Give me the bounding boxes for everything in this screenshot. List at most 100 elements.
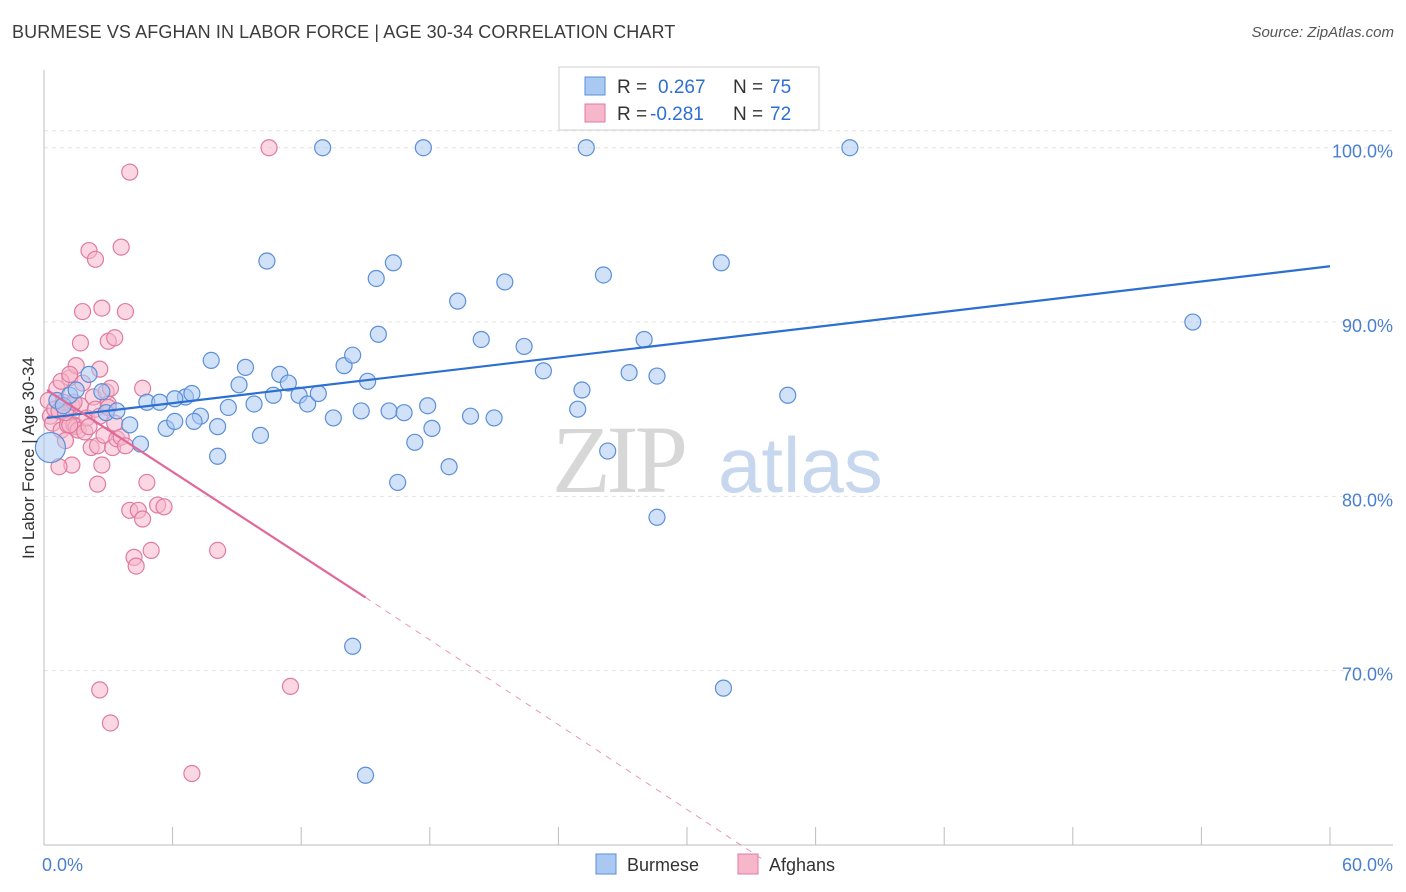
data-point (324, 409, 342, 427)
data-point (712, 254, 730, 272)
y-tick-labels: 100.0% 90.0% 80.0% 70.0% (1332, 142, 1393, 685)
data-point (80, 365, 98, 383)
bottom-legend-burmese-label: Burmese (627, 855, 699, 875)
legend: R = 0.267 N = 75 R = -0.281 N = 72 (558, 66, 820, 131)
data-point (183, 764, 201, 783)
x-tick-label-max: 60.0% (1342, 855, 1393, 875)
data-point (1184, 313, 1202, 331)
data-point (395, 404, 413, 422)
watermark-zip: ZIP (552, 406, 685, 513)
data-point (67, 381, 85, 399)
legend-burmese-r-label: R = (617, 77, 647, 98)
x-tick-label-min: 0.0% (42, 855, 83, 875)
watermark-atlas: atlas (718, 421, 883, 509)
data-point (356, 766, 375, 784)
data-point (127, 557, 145, 575)
data-point (406, 433, 424, 451)
data-point (86, 250, 105, 268)
data-point (380, 402, 398, 420)
trend-lines (46, 265, 1331, 860)
burmese-trend-line (46, 265, 1331, 420)
data-point (515, 337, 533, 356)
watermark: ZIP atlas (552, 406, 883, 513)
data-point (91, 681, 109, 699)
data-point (93, 383, 111, 401)
data-point (299, 395, 317, 413)
data-point (449, 292, 467, 310)
data-point (202, 351, 220, 369)
data-point (779, 386, 797, 404)
data-point (260, 139, 278, 157)
data-point (279, 374, 297, 392)
data-point (151, 393, 169, 411)
chart-title: BURMESE VS AFGHAN IN LABOR FORCE | AGE 3… (12, 22, 676, 42)
data-point (73, 302, 92, 321)
data-point (251, 426, 270, 444)
data-point (635, 330, 653, 349)
data-point (309, 384, 327, 403)
legend-burmese-swatch (584, 76, 606, 96)
data-point (485, 409, 503, 427)
data-point (599, 442, 617, 460)
data-point (209, 447, 227, 465)
afghans-trend-line (46, 389, 367, 599)
legend-afghans-n-value: 72 (770, 104, 791, 125)
data-point (245, 395, 263, 413)
data-point (106, 329, 124, 347)
data-point (93, 456, 111, 474)
legend-burmese-r-value: 0.267 (658, 77, 706, 98)
data-point (534, 362, 552, 380)
data-point (352, 402, 370, 420)
data-point (61, 365, 79, 383)
y-tick-label: 70.0% (1342, 665, 1393, 685)
data-point (209, 418, 227, 436)
data-point (121, 163, 139, 181)
bottom-legend-afghans-label: Afghans (769, 855, 835, 875)
data-point (101, 714, 120, 732)
afghans-points (39, 139, 300, 783)
data-point (714, 679, 733, 697)
afghans-trend-extension (365, 597, 763, 860)
y-tick-label: 100.0% (1332, 142, 1393, 162)
data-point (440, 458, 458, 476)
data-point (236, 358, 255, 376)
data-point (71, 334, 90, 352)
data-point (496, 273, 514, 291)
y-axis-title: In Labor Force | Age 30-34 (19, 357, 38, 559)
data-point (344, 637, 362, 655)
data-point (461, 407, 480, 425)
data-point (138, 473, 156, 492)
data-point (230, 376, 248, 394)
data-point (258, 252, 276, 270)
data-point (166, 412, 184, 431)
data-point (472, 330, 490, 349)
data-point (369, 325, 387, 343)
data-point (121, 416, 139, 434)
data-point (93, 299, 111, 317)
legend-afghans-r-label: R = (617, 104, 647, 125)
legend-afghans-swatch (584, 103, 606, 123)
data-point (620, 363, 638, 382)
data-point (367, 269, 385, 288)
data-point (384, 254, 402, 272)
data-point (594, 266, 613, 284)
chart-source: Source: ZipAtlas.com (1251, 24, 1394, 41)
data-point (34, 431, 67, 464)
axes (43, 70, 1393, 846)
data-point (414, 139, 432, 157)
data-point (155, 498, 173, 516)
data-point (133, 510, 152, 528)
data-point (841, 139, 859, 157)
data-point (142, 541, 160, 560)
data-point (419, 397, 437, 415)
data-point (314, 139, 332, 157)
data-point (219, 398, 237, 417)
data-point (209, 541, 227, 560)
data-point (569, 400, 587, 418)
data-point (344, 346, 362, 364)
bottom-legend: Burmese Afghans (595, 853, 835, 875)
data-point (648, 508, 666, 526)
legend-afghans-n-label: N = (733, 104, 763, 125)
data-point (185, 412, 203, 431)
data-point (88, 475, 107, 493)
